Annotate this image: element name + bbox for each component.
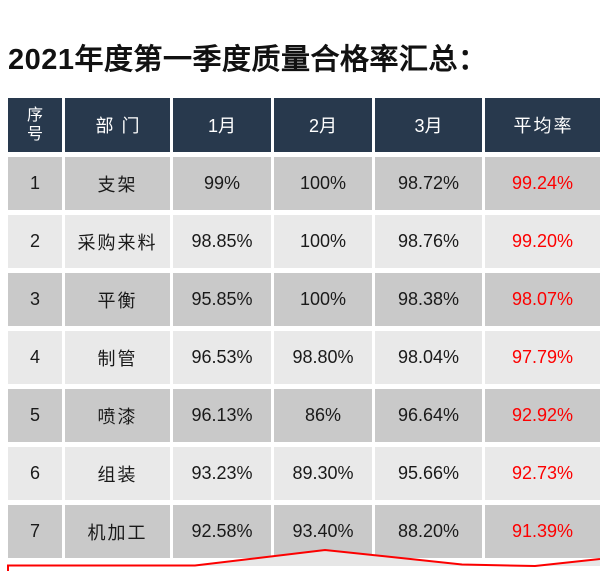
march-rate-cell: 98.38% [375, 273, 482, 326]
chart-red-line [7, 548, 600, 571]
february-rate-cell: 100% [274, 157, 372, 210]
column-header-no-label: 序号 [26, 106, 43, 143]
average-rate-cell: 92.73% [485, 447, 600, 500]
line-chart-top-edge [7, 548, 600, 571]
row-number-cell: 2 [8, 215, 62, 268]
department-cell: 制管 [65, 331, 170, 384]
january-rate-cell: 98.85% [173, 215, 271, 268]
row-number-cell: 4 [8, 331, 62, 384]
quality-summary-table: 序号 部门 1月 2月 3月 平均率 1 支架 99% 100% 98.72% … [8, 98, 600, 558]
column-header-average: 平均率 [485, 98, 600, 152]
january-rate-cell: 96.53% [173, 331, 271, 384]
department-cell: 支架 [65, 157, 170, 210]
february-rate-cell: 98.80% [274, 331, 372, 384]
march-rate-cell: 88.20% [375, 505, 482, 558]
average-rate-cell: 92.92% [485, 389, 600, 442]
march-rate-cell: 95.66% [375, 447, 482, 500]
january-rate-cell: 96.13% [173, 389, 271, 442]
average-rate-cell: 99.20% [485, 215, 600, 268]
column-header-no: 序号 [8, 98, 62, 152]
february-rate-cell: 100% [274, 215, 372, 268]
column-header-mar: 3月 [375, 98, 482, 152]
february-rate-cell: 89.30% [274, 447, 372, 500]
average-rate-cell: 98.07% [485, 273, 600, 326]
january-rate-cell: 95.85% [173, 273, 271, 326]
department-cell: 喷漆 [65, 389, 170, 442]
march-rate-cell: 98.04% [375, 331, 482, 384]
column-header-feb: 2月 [274, 98, 372, 152]
average-rate-cell: 97.79% [485, 331, 600, 384]
january-rate-cell: 93.23% [173, 447, 271, 500]
february-rate-cell: 100% [274, 273, 372, 326]
row-number-cell: 3 [8, 273, 62, 326]
march-rate-cell: 96.64% [375, 389, 482, 442]
row-number-cell: 5 [8, 389, 62, 442]
row-number-cell: 6 [8, 447, 62, 500]
column-header-jan: 1月 [173, 98, 271, 152]
department-cell: 机加工 [65, 505, 170, 558]
page-title: 2021年度第一季度质量合格率汇总： [8, 44, 488, 76]
column-header-dept: 部门 [65, 98, 170, 152]
department-cell: 组装 [65, 447, 170, 500]
march-rate-cell: 98.72% [375, 157, 482, 210]
average-rate-cell: 99.24% [485, 157, 600, 210]
average-rate-cell: 91.39% [485, 505, 600, 558]
january-rate-cell: 99% [173, 157, 271, 210]
row-number-cell: 7 [8, 505, 62, 558]
row-number-cell: 1 [8, 157, 62, 210]
january-rate-cell: 92.58% [173, 505, 271, 558]
chart-area-fill [8, 550, 600, 566]
department-cell: 采购来料 [65, 215, 170, 268]
february-rate-cell: 93.40% [274, 505, 372, 558]
department-cell: 平衡 [65, 273, 170, 326]
february-rate-cell: 86% [274, 389, 372, 442]
march-rate-cell: 98.76% [375, 215, 482, 268]
